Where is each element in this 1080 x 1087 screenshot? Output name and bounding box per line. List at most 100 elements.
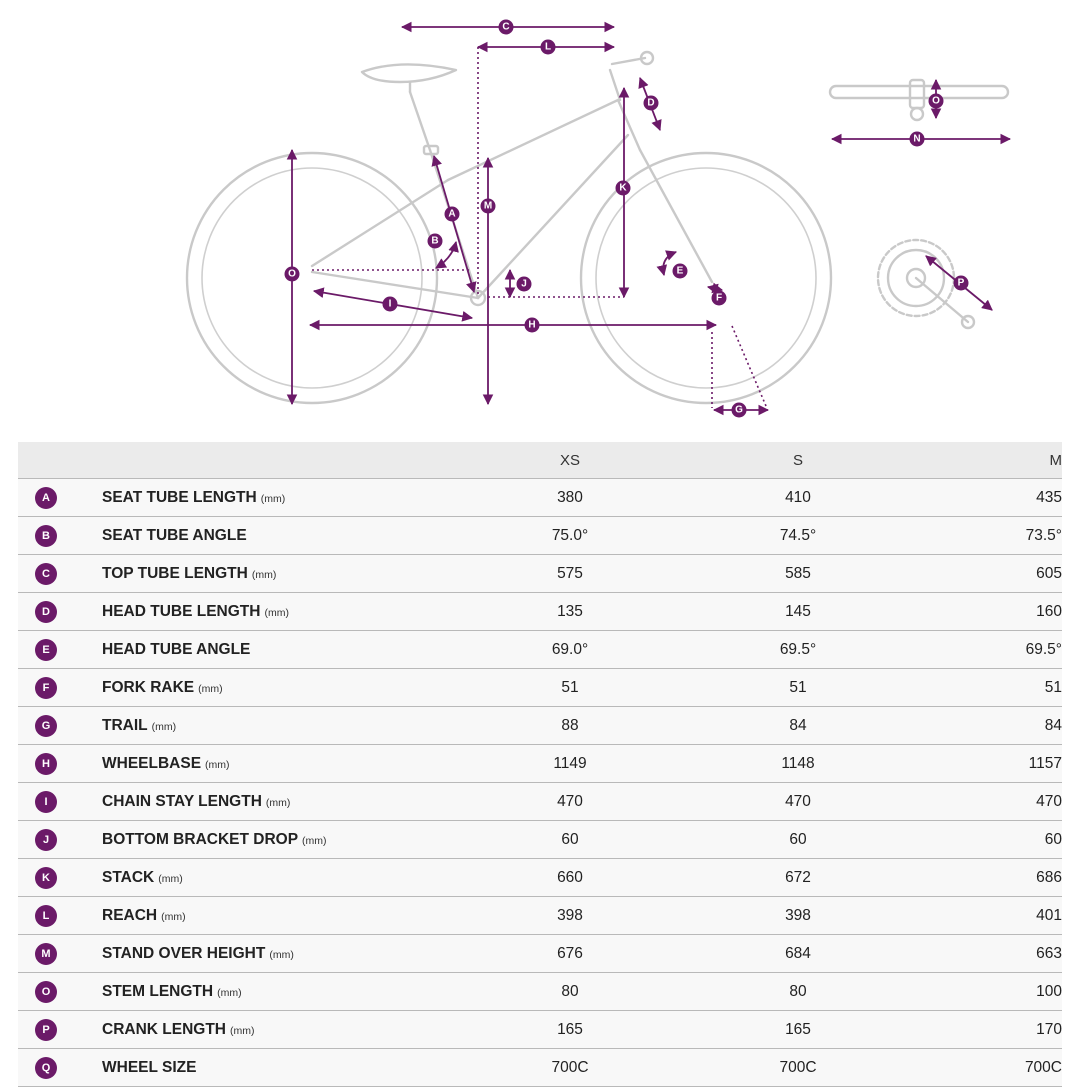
svg-text:G: G xyxy=(735,405,743,416)
marker-a: A xyxy=(444,206,460,222)
row-unit: (mm) xyxy=(260,492,286,505)
row-unit: (mm) xyxy=(302,834,327,847)
svg-text:O: O xyxy=(288,269,296,280)
row-label: SEAT TUBE LENGTH xyxy=(102,488,257,506)
row-value: 69.0° xyxy=(551,640,589,658)
row-value: 51 xyxy=(561,678,579,696)
svg-text:J: J xyxy=(521,279,527,290)
row-value: 69.5° xyxy=(779,640,817,658)
table-row: K STACK (mm) 660 672 686 xyxy=(18,859,1062,897)
row-label: REACH xyxy=(102,906,158,924)
row-unit: (mm) xyxy=(251,568,277,581)
row-value: 676 xyxy=(557,944,583,962)
row-value: 74.5° xyxy=(779,526,817,544)
table-row: M STAND OVER HEIGHT (mm) 676 684 663 xyxy=(18,935,1062,973)
row-letter-badge: E xyxy=(35,638,57,661)
row-letter-badge: P xyxy=(35,1018,57,1041)
row-value: 1149 xyxy=(553,754,587,772)
marker-p: P xyxy=(953,275,969,291)
row-value: 700C xyxy=(551,1058,589,1076)
table-row: D HEAD TUBE LENGTH (mm) 135 145 160 xyxy=(18,593,1062,631)
row-unit: (mm) xyxy=(205,758,230,771)
row-value: 398 xyxy=(785,906,811,924)
table-row: J BOTTOM BRACKET DROP (mm) 60 60 60 xyxy=(18,821,1062,859)
row-label: STEM LENGTH xyxy=(102,982,214,1000)
row-value: 663 xyxy=(1036,944,1062,962)
table-row: O STEM LENGTH (mm) 80 80 100 xyxy=(18,973,1062,1011)
crank-inset xyxy=(876,238,993,330)
row-value: 170 xyxy=(1036,1020,1062,1038)
marker-o-stem: O xyxy=(928,93,944,109)
row-value: 380 xyxy=(557,488,583,506)
marker-d: D xyxy=(643,95,659,111)
row-label: STAND OVER HEIGHT xyxy=(102,944,266,962)
row-value: 88 xyxy=(561,716,579,734)
row-unit: (mm) xyxy=(265,796,291,809)
row-value: 73.5° xyxy=(1025,526,1062,544)
row-value: 84 xyxy=(1044,716,1062,734)
size-column-header: M xyxy=(1049,451,1063,469)
row-label: WHEEL SIZE xyxy=(102,1058,197,1076)
row-letter-badge: A xyxy=(35,486,57,509)
row-value: 75.0° xyxy=(551,526,589,544)
row-label: TOP TUBE LENGTH xyxy=(102,564,248,582)
row-label: HEAD TUBE LENGTH xyxy=(102,602,261,620)
row-letter-badge: Q xyxy=(35,1056,57,1079)
row-unit: (mm) xyxy=(151,720,177,733)
row-label: BOTTOM BRACKET DROP xyxy=(102,830,299,848)
table-row: H WHEELBASE (mm) 1149 1148 1157 xyxy=(18,745,1062,783)
marker-n: N xyxy=(909,131,925,147)
size-column-header: S xyxy=(792,451,803,469)
row-value: 672 xyxy=(785,868,811,886)
row-letter-badge: J xyxy=(35,828,57,851)
row-label: FORK RAKE xyxy=(102,678,195,696)
row-value: 585 xyxy=(785,564,811,582)
table-row: C TOP TUBE LENGTH (mm) 575 585 605 xyxy=(18,555,1062,593)
front-wheel xyxy=(579,151,833,405)
row-value: 60 xyxy=(1044,830,1062,848)
row-value: 398 xyxy=(557,906,583,924)
row-unit: (mm) xyxy=(158,872,183,885)
row-letter-badge: D xyxy=(35,600,57,623)
row-value: 160 xyxy=(1036,602,1062,620)
row-letter-badge: L xyxy=(35,904,57,927)
row-letter-badge: I xyxy=(35,790,57,813)
svg-text:D: D xyxy=(647,98,654,109)
table-row: F FORK RAKE (mm) 51 51 51 xyxy=(18,669,1062,707)
row-letter-badge: K xyxy=(35,866,57,889)
table-row: B SEAT TUBE ANGLE 75.0° 74.5° 73.5° xyxy=(18,517,1062,555)
row-value: 84 xyxy=(789,716,807,734)
marker-o-rear: O xyxy=(284,266,300,282)
row-value: 100 xyxy=(1036,982,1062,1000)
row-value: 80 xyxy=(789,982,807,1000)
row-value: 51 xyxy=(789,678,807,696)
svg-text:A: A xyxy=(448,209,455,220)
table-row: G TRAIL (mm) 88 84 84 xyxy=(18,707,1062,745)
row-letter-badge: C xyxy=(35,562,57,585)
svg-text:P: P xyxy=(958,278,965,289)
marker-f: F xyxy=(711,290,727,306)
svg-text:F: F xyxy=(716,293,722,304)
row-unit: (mm) xyxy=(161,910,186,923)
row-letter-badge: G xyxy=(35,714,57,737)
size-column-header: XS xyxy=(559,451,580,469)
row-value: 60 xyxy=(561,830,579,848)
row-label: STACK xyxy=(102,868,155,886)
row-letter-badge: O xyxy=(35,980,57,1003)
row-value: 470 xyxy=(1036,792,1062,810)
svg-text:L: L xyxy=(545,42,551,53)
row-value: 69.5° xyxy=(1025,640,1062,658)
row-unit: (mm) xyxy=(264,606,289,619)
row-value: 470 xyxy=(785,792,811,810)
table-row: L REACH (mm) 398 398 401 xyxy=(18,897,1062,935)
row-value: 660 xyxy=(557,868,583,886)
row-value: 700C xyxy=(1024,1058,1062,1076)
marker-h: H xyxy=(524,317,540,333)
geometry-table: XS S M A SEAT TUBE LENGTH (mm) 380 410 435 B SE… xyxy=(18,442,1062,1087)
row-unit: (mm) xyxy=(230,1024,255,1037)
svg-text:H: H xyxy=(528,320,535,331)
table-row: I CHAIN STAY LENGTH (mm) 470 470 470 xyxy=(18,783,1062,821)
row-value: 401 xyxy=(1036,906,1062,924)
row-value: 80 xyxy=(561,982,579,1000)
svg-text:I: I xyxy=(389,299,392,310)
